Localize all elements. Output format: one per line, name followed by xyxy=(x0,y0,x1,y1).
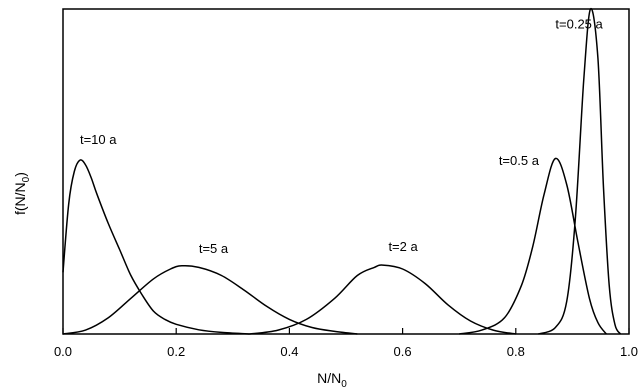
x-tick-label: 0.6 xyxy=(394,344,412,359)
series-line-4 xyxy=(459,157,607,335)
x-tick-label: 0.4 xyxy=(280,344,298,359)
series-line-2 xyxy=(62,264,358,335)
series-line-3 xyxy=(249,264,516,335)
curve-annotation-1: t=10 a xyxy=(80,132,117,147)
y-axis-title: f(N/N0) xyxy=(12,172,32,215)
curve-annotation-3: t=2 a xyxy=(388,239,418,254)
x-tick-label: 0.8 xyxy=(507,344,525,359)
curve-annotation-2: t=5 a xyxy=(199,241,229,256)
curves-group xyxy=(62,8,622,335)
x-axis-title: N/N0 xyxy=(317,370,347,390)
curve-annotation-4: t=0.5 a xyxy=(499,153,540,168)
series-line-5 xyxy=(538,8,622,335)
x-tick-label: 1.0 xyxy=(620,344,638,359)
x-tick-label: 0.2 xyxy=(167,344,185,359)
annotations-group: t=10 a t=5 a t=2 a t=0.5 a t=0.25 a xyxy=(80,17,604,256)
plot-frame xyxy=(62,8,630,335)
x-tick-label: 0.0 xyxy=(54,344,72,359)
series-line-1 xyxy=(62,159,250,335)
x-ticks-group: 0.0 0.2 0.4 0.6 0.8 1.0 xyxy=(54,328,638,359)
curve-annotation-5: t=0.25 a xyxy=(555,17,603,32)
